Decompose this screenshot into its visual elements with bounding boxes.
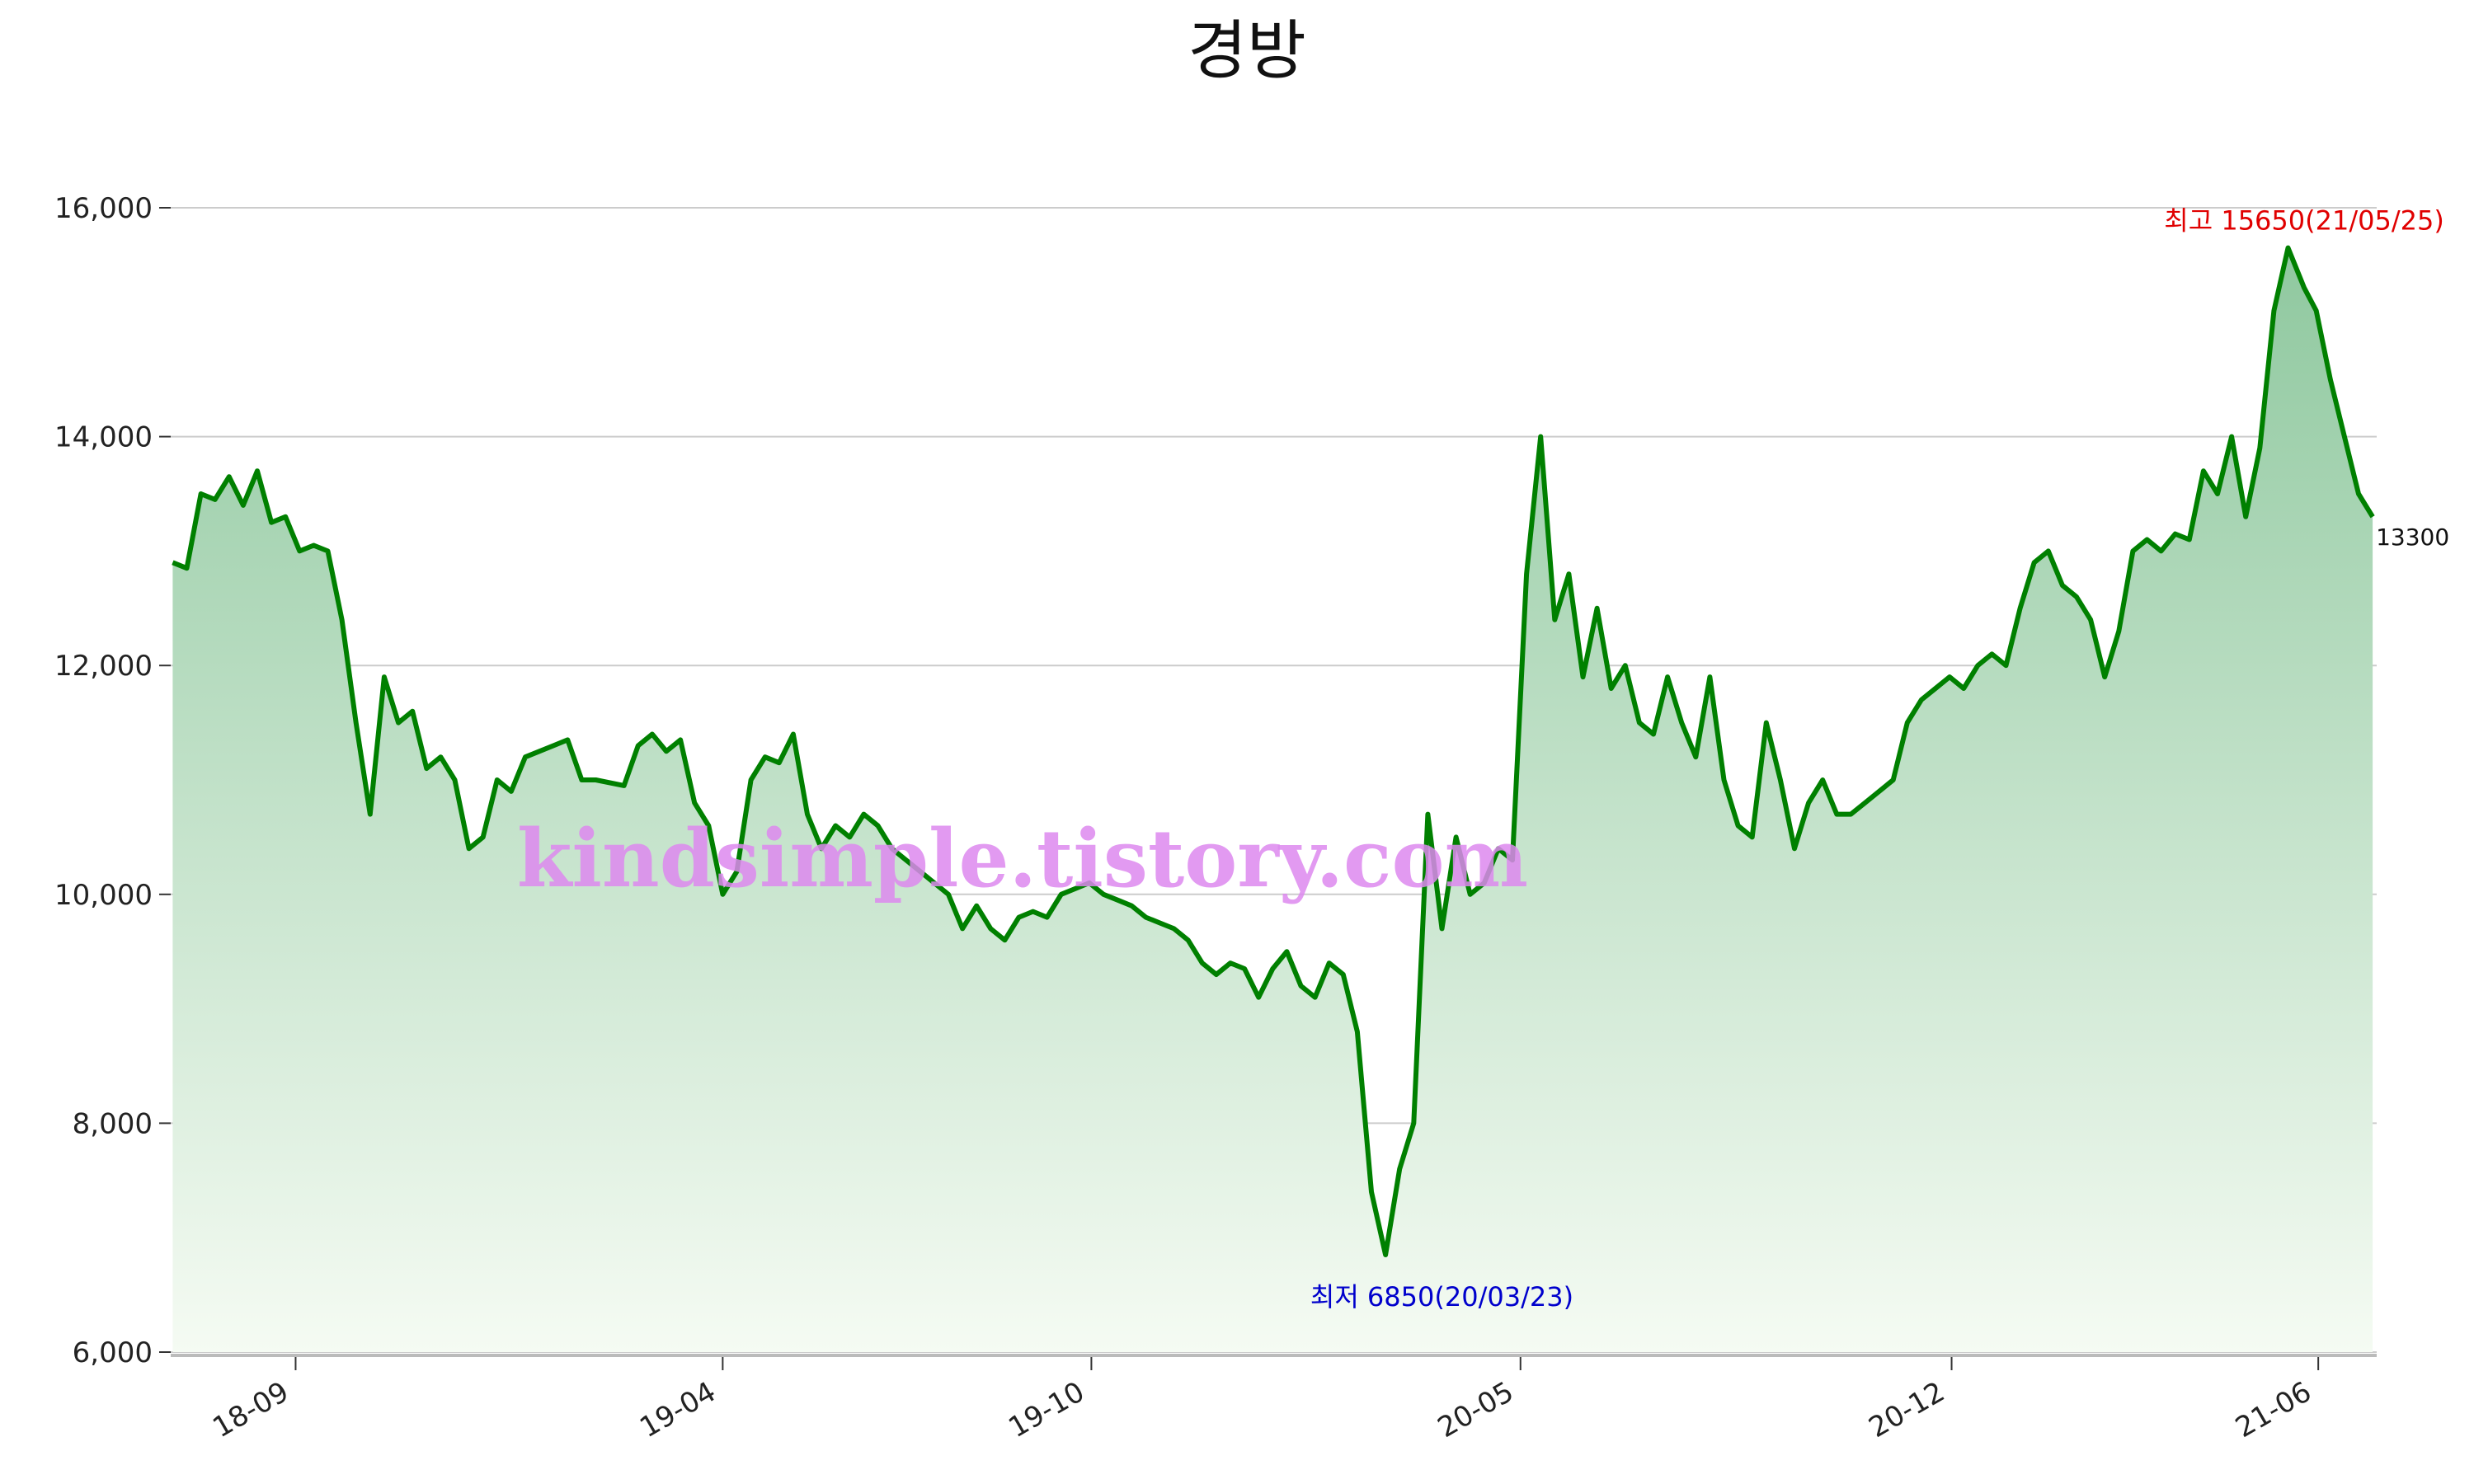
x-tick-label: 18-09 [207,1375,294,1444]
y-axis: 6,000 8,000 10,000 12,000 14,000 16,000 [54,192,171,1369]
y-tick-label: 12,000 [54,650,153,683]
price-line [172,245,2375,1257]
x-tick-label: 19-10 [1003,1375,1090,1444]
high-annotation: 최고 15650(21/05/25) [2164,205,2444,237]
x-tick-label: 19-04 [634,1375,722,1444]
y-tick-label: 14,000 [54,421,153,454]
watermark-text: kindsimple.tistory.com [517,812,1528,905]
y-tick-label: 8,000 [73,1107,153,1140]
y-tick-label: 16,000 [54,192,153,225]
chart-title: 경방 [1188,14,1306,88]
y-tick-label: 6,000 [73,1336,153,1369]
x-tick-label: 20-12 [1863,1375,1950,1444]
price-area-fill [172,247,2373,1353]
last-price-label: 13300 [2376,524,2449,551]
low-annotation: 최저 6850(20/03/23) [1310,1281,1573,1313]
x-tick-label: 21-06 [2230,1375,2317,1444]
x-axis: 18-09 19-04 19-10 20-05 20-12 21-06 [207,1357,2320,1444]
x-tick-label: 20-05 [1432,1375,1520,1444]
y-tick-label: 10,000 [54,879,153,912]
